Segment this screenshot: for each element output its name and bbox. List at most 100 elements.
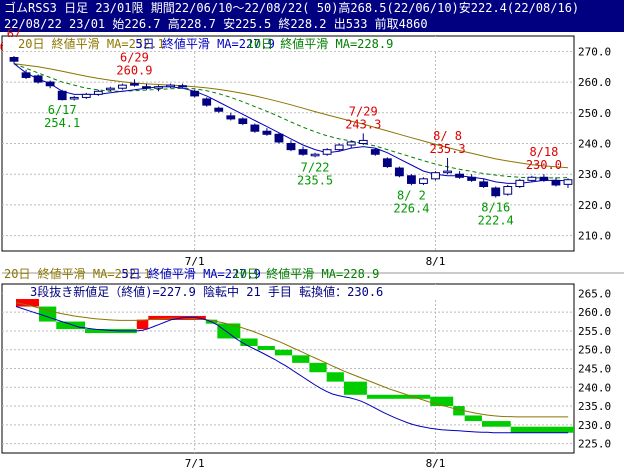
candle-body [45,81,55,87]
candle-body [130,83,139,86]
break-brick [217,323,241,339]
bottom-ytick-label: 265.0 [578,287,611,300]
annotation-low-date: 8/16 [481,201,510,215]
break-brick [481,421,511,427]
candle-body [262,130,272,135]
annotation-low-date: 6/17 [48,103,77,117]
top-xtick-label: 8/1 [426,255,446,268]
candle-body [503,186,513,195]
annotation-low-value: 254.1 [44,116,80,130]
candle-body [154,86,163,89]
candle-body [81,93,91,98]
top-ma10-line [13,63,569,179]
annotation-high-value: 230.0 [526,158,562,172]
break-brick [366,394,431,399]
bottom-ma5-line [15,306,569,434]
top-ytick-label: 270.0 [578,45,611,58]
top-legend-bg [3,37,573,51]
annotation-high-date: 8/18 [529,145,558,159]
candle-body [190,90,200,97]
candle-body [370,149,380,155]
header-line-1: ゴムRSS3 日足 23/01限 期間22/06/10～22/08/22( 50… [0,0,624,16]
legend-ma20: 20日 終値平滑 MA=232.1 [18,36,165,51]
candle-body [238,118,248,125]
break-brick [343,381,367,395]
bottom-ytick-label: 250.0 [578,344,611,357]
top-ytick-label: 230.0 [578,168,611,181]
bottom-ma20-line [15,302,569,418]
candle-body [358,139,368,145]
candle-body [178,85,188,88]
break-brick [85,329,137,334]
candle-body [467,176,477,181]
legend-ma5: 5日 終値平滑 MA=227.9 [121,266,260,281]
candle-body [407,175,416,184]
candle-body [21,72,31,78]
header-line-2: 22/08/22 23/01 始226.7 高228.7 安225.5 終228… [0,16,624,32]
legend-ma5: 5日 終値平滑 MA=227.9 [135,36,274,51]
bottom-ytick-label: 235.0 [578,400,611,413]
break-brick [136,319,149,330]
candle-body [394,167,404,177]
header-line-2-text: 22/08/22 23/01 始226.7 高228.7 安225.5 終228… [4,17,428,31]
legend-ma20: 20日 終値平滑 MA=232.1 [4,266,151,281]
candle-body [346,141,356,146]
break-brick [274,349,293,356]
candle-body [443,170,452,174]
candle-body [226,115,236,120]
top-ytick-label: 220.0 [578,199,611,212]
candle-body [166,84,175,88]
break-brick [326,372,344,382]
annotation-low-value: 222.4 [478,214,514,228]
top-candlestick-chart: 210.0 220.0 230.0 240.0 250.0 260.0 270.0 7/1 8/… [0,27,624,274]
annotation-high-date: 8/ 8 [433,129,462,143]
top-ytick-label: 210.0 [578,230,611,243]
candle-body [419,178,428,184]
candle-body [214,107,224,112]
break-brick [292,355,310,363]
candle-body [33,75,43,83]
break-brick [16,299,40,307]
annotation-high-date: 7/29 [349,104,378,118]
annotation-high-date: 6/29 [120,50,149,64]
candle-body [322,149,332,155]
break-brick [430,396,454,407]
break-brick [510,426,574,433]
bottom-ytick-label: 255.0 [578,325,611,338]
break-brick [464,415,482,422]
top-ma20-line [13,63,569,169]
candle-body [310,153,320,157]
annotation-high-value: 260.9 [116,63,152,77]
bottom-ytick-label: 240.0 [578,381,611,394]
bottom-info-text: 3段抜き新値足（終値)=227.9 陰転中 21 手目 転換値：230.6 [30,284,383,299]
candle-body [286,143,296,151]
candle-body [539,176,549,181]
bottom-ytick-label: 225.0 [578,438,611,451]
header-line-1-text: ゴムRSS3 日足 23/01限 期間22/06/10～22/08/22( 50… [4,1,580,15]
candle-body [117,84,127,89]
annotation-low-value: 235.5 [297,173,333,187]
annotation-low-value: 226.4 [393,201,429,215]
candle-body [69,96,79,100]
candle-body [455,173,465,178]
candle-body [202,98,212,106]
top-xtick-label: 7/1 [185,255,205,268]
annotation-low-date: 8/ 2 [397,188,426,202]
candle-body [93,90,103,95]
break-brick [257,345,275,350]
bottom-xtick-label: 8/1 [426,457,446,470]
break-brick [309,362,327,373]
top-ytick-label: 250.0 [578,107,611,120]
candle-body [551,179,561,186]
candle-body [563,179,573,185]
bottom-info-bg [3,285,573,299]
top-ytick-label: 260.0 [578,76,611,89]
candle-body [515,179,525,188]
candle-body [57,90,67,101]
candle-body [479,181,489,187]
break-brick [240,338,258,346]
break-brick [56,321,86,330]
annotation-high-value: 243.3 [345,117,381,131]
